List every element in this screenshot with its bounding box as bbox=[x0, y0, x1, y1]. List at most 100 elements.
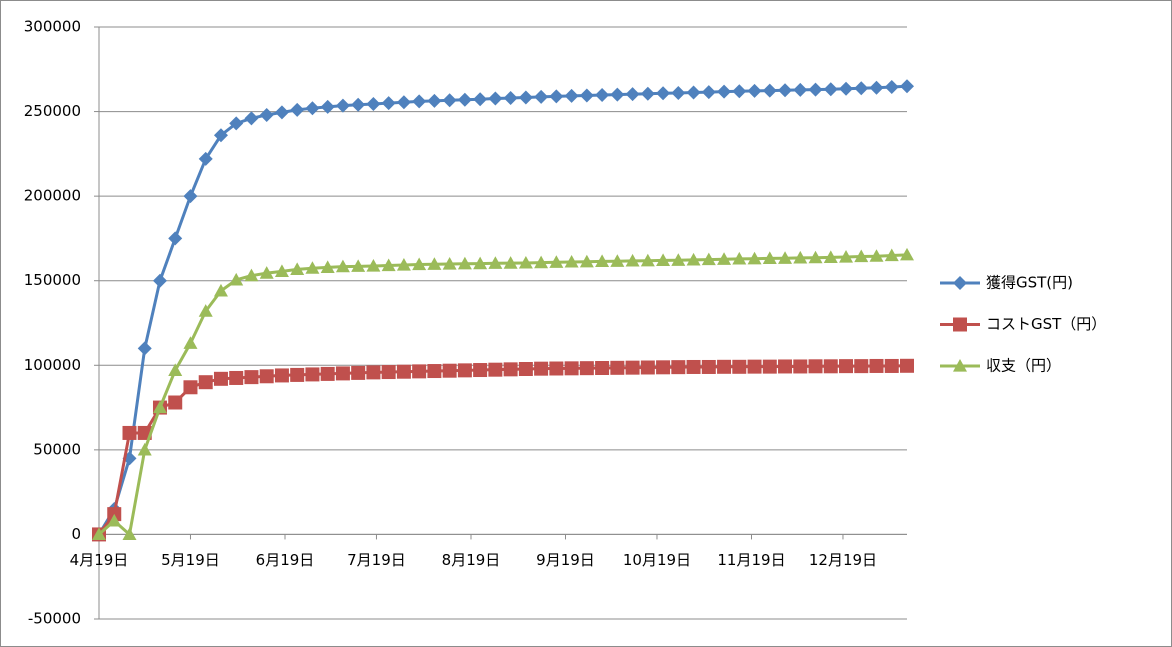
data-point bbox=[625, 253, 640, 267]
data-point bbox=[229, 272, 244, 286]
data-point bbox=[717, 252, 732, 265]
x-tick-label: 9月19日 bbox=[536, 551, 595, 569]
data-point bbox=[290, 102, 305, 117]
data-point bbox=[213, 283, 228, 297]
data-point bbox=[366, 96, 381, 111]
data-point bbox=[701, 252, 716, 266]
data-point bbox=[412, 94, 427, 109]
data-point bbox=[442, 363, 457, 378]
data-point bbox=[381, 258, 396, 272]
data-point bbox=[884, 248, 899, 262]
data-point bbox=[549, 89, 564, 104]
data-point bbox=[168, 231, 183, 246]
data-point bbox=[427, 93, 442, 108]
data-point bbox=[381, 96, 396, 111]
data-point bbox=[305, 101, 320, 116]
data-point bbox=[198, 375, 213, 390]
data-point bbox=[457, 256, 472, 270]
data-point bbox=[793, 359, 808, 374]
data-point bbox=[366, 258, 381, 272]
data-point bbox=[579, 88, 594, 103]
data-point bbox=[854, 249, 869, 263]
data-point bbox=[305, 367, 320, 382]
data-point bbox=[274, 264, 289, 278]
data-point bbox=[900, 358, 914, 373]
data-point bbox=[625, 87, 640, 102]
data-point bbox=[747, 359, 762, 374]
data-point bbox=[366, 365, 381, 380]
data-point bbox=[854, 81, 869, 96]
x-tick-label: 5月19日 bbox=[161, 551, 220, 569]
data-point bbox=[488, 91, 503, 106]
data-point bbox=[732, 84, 747, 99]
data-point bbox=[869, 358, 884, 373]
data-point bbox=[793, 250, 808, 264]
y-tick-label: 0 bbox=[71, 525, 81, 543]
data-point bbox=[457, 363, 472, 378]
data-point bbox=[274, 105, 289, 120]
data-point bbox=[762, 359, 777, 374]
data-point bbox=[473, 256, 488, 270]
data-point bbox=[122, 425, 137, 440]
y-tick-label: 200000 bbox=[24, 187, 81, 205]
data-point bbox=[671, 360, 686, 375]
data-point bbox=[168, 363, 183, 376]
data-point bbox=[762, 251, 777, 264]
data-point bbox=[351, 259, 366, 272]
y-tick-label: 100000 bbox=[24, 356, 81, 374]
legend-marker bbox=[953, 359, 967, 372]
data-point bbox=[244, 370, 259, 385]
data-point bbox=[595, 360, 610, 375]
data-point bbox=[717, 84, 732, 99]
data-point bbox=[640, 253, 655, 267]
data-point bbox=[778, 251, 793, 264]
data-point bbox=[671, 85, 686, 100]
data-point bbox=[518, 255, 533, 269]
data-point bbox=[808, 82, 823, 97]
data-point bbox=[686, 252, 701, 266]
data-point bbox=[259, 107, 274, 122]
y-tick-label: 300000 bbox=[24, 18, 81, 36]
data-point bbox=[290, 262, 305, 275]
data-point bbox=[442, 256, 457, 270]
data-point bbox=[640, 360, 655, 375]
data-point bbox=[625, 360, 640, 375]
y-tick-label: -50000 bbox=[28, 610, 81, 628]
data-point bbox=[534, 255, 549, 269]
data-point bbox=[503, 256, 518, 269]
data-point bbox=[213, 128, 228, 143]
data-point bbox=[244, 111, 259, 126]
data-point bbox=[778, 359, 793, 374]
data-point bbox=[823, 250, 838, 263]
data-point bbox=[335, 366, 350, 381]
legend-label: 獲得GST(円) bbox=[986, 274, 1073, 292]
data-point bbox=[701, 359, 716, 374]
x-tick-label: 6月19日 bbox=[256, 551, 315, 569]
x-tick-label: 11月19日 bbox=[717, 551, 785, 569]
data-point bbox=[442, 93, 457, 108]
data-point bbox=[320, 366, 335, 381]
data-point bbox=[640, 86, 655, 101]
data-point bbox=[427, 257, 442, 270]
data-point bbox=[610, 360, 625, 375]
data-point bbox=[274, 368, 289, 383]
data-point bbox=[488, 256, 503, 269]
data-point bbox=[854, 359, 869, 374]
data-point bbox=[427, 364, 442, 379]
data-point bbox=[595, 254, 610, 268]
data-point bbox=[823, 82, 838, 97]
data-point bbox=[732, 251, 747, 265]
data-point bbox=[534, 361, 549, 376]
data-point bbox=[534, 89, 549, 104]
data-point bbox=[610, 254, 625, 267]
data-point bbox=[900, 247, 914, 261]
data-point bbox=[412, 364, 427, 379]
data-point bbox=[808, 250, 823, 264]
data-point bbox=[229, 370, 244, 385]
data-point bbox=[305, 261, 320, 274]
data-point bbox=[457, 92, 472, 107]
data-point bbox=[259, 369, 274, 384]
data-point bbox=[137, 442, 152, 456]
x-tick-label: 7月19日 bbox=[347, 551, 406, 569]
data-point bbox=[900, 79, 914, 94]
